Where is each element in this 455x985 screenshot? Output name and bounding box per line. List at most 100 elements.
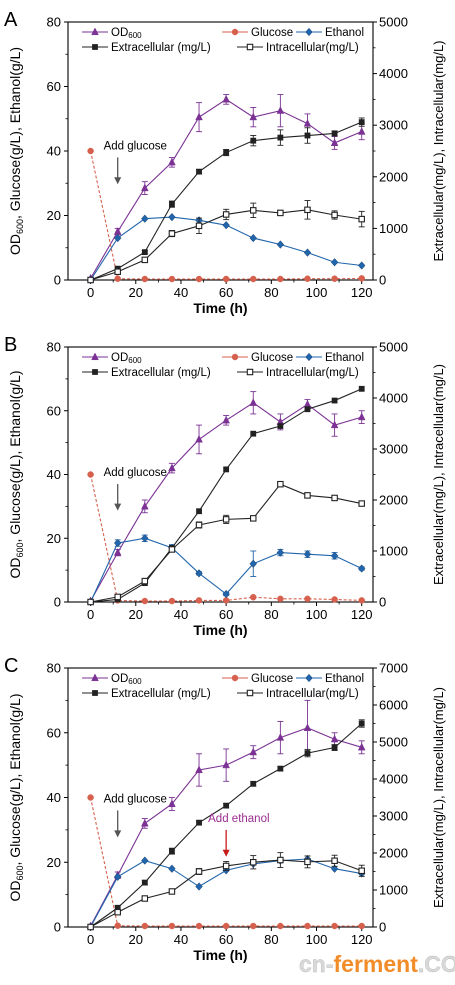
data-point <box>304 750 311 756</box>
data-point <box>141 895 149 902</box>
data-point <box>169 201 175 208</box>
x-tick-label: 100 <box>306 285 328 300</box>
data-point <box>330 551 339 560</box>
data-point <box>249 112 258 121</box>
data-point <box>223 466 230 473</box>
annotation-arrowhead <box>114 177 122 185</box>
data-point <box>195 597 203 604</box>
watermark: cn-ferment.COM <box>299 951 455 977</box>
y-right-tick-label: 3000 <box>379 442 408 457</box>
y-left-tick-label: 40 <box>47 790 61 805</box>
data-point <box>276 733 285 741</box>
series-line <box>90 474 362 602</box>
y-right-tick-label: 5000 <box>379 340 408 355</box>
legend-marker <box>92 44 98 50</box>
x-tick-label: 60 <box>219 932 233 947</box>
legend-marker <box>305 27 313 37</box>
legend-entry-ethanol: Ethanol <box>296 27 364 39</box>
legend-marker <box>305 352 313 362</box>
data-point <box>249 233 257 243</box>
data-point <box>168 230 176 237</box>
data-point <box>168 799 176 808</box>
data-point <box>114 922 121 929</box>
data-point <box>168 864 176 873</box>
data-point <box>358 597 365 604</box>
annotation-arrowhead <box>114 503 122 511</box>
data-point <box>141 501 149 510</box>
y-left-tick-label: 0 <box>54 920 61 935</box>
data-point <box>303 119 312 127</box>
data-point <box>277 856 284 864</box>
series-intracellular <box>87 200 365 284</box>
data-point <box>195 275 203 283</box>
x-tick-label: 40 <box>174 285 188 300</box>
data-point <box>250 922 257 930</box>
annotation-label: Add ethanol <box>208 813 269 825</box>
legend-label: Extracellular (mg/L) <box>111 367 211 379</box>
data-point <box>330 258 339 267</box>
data-point <box>277 423 284 429</box>
data-point <box>87 471 94 478</box>
legend-entry-intracellular: Intracellular(mg/L) <box>237 367 359 379</box>
data-point <box>304 406 311 413</box>
x-tick-label: 60 <box>219 607 233 622</box>
data-point <box>276 548 285 557</box>
data-point <box>223 802 230 809</box>
data-point <box>277 275 284 283</box>
legend-label: Extracellular (mg/L) <box>111 688 211 700</box>
legend-label: Ethanol <box>325 673 364 685</box>
y-right-tick-label: 4000 <box>379 772 408 787</box>
panel-label: B <box>4 334 17 356</box>
data-point <box>113 548 122 556</box>
legend-label: OD600 <box>111 673 142 686</box>
legend-marker <box>231 674 239 682</box>
data-point <box>222 211 230 218</box>
legend-marker <box>91 352 99 361</box>
annotation-add-ethanol: Add ethanol <box>208 813 270 857</box>
x-axis-label: Time (h) <box>193 947 247 963</box>
data-point <box>358 867 365 875</box>
data-point <box>331 922 338 930</box>
annotation-label: Add glucose <box>104 793 167 805</box>
series-od600 <box>86 391 366 605</box>
legend-label: OD600 <box>111 27 142 40</box>
x-tick-label: 80 <box>264 932 278 947</box>
x-tick-label: 20 <box>129 607 143 622</box>
data-point <box>357 261 366 270</box>
y-left-tick-label: 60 <box>47 79 61 94</box>
data-point <box>141 856 149 865</box>
data-point <box>87 794 94 801</box>
y-left-tick-label: 80 <box>47 340 61 355</box>
data-point <box>277 595 284 603</box>
series-line <box>90 483 362 603</box>
y-right-tick-label: 1000 <box>379 221 408 236</box>
legend-marker <box>246 689 254 697</box>
x-tick-label: 0 <box>87 607 94 622</box>
data-point <box>222 415 230 424</box>
legend-entry-extracellular: Extracellular (mg/L) <box>82 42 211 54</box>
data-point <box>141 922 149 930</box>
data-point <box>250 858 257 866</box>
series-glucose <box>87 794 365 930</box>
data-point <box>330 420 339 429</box>
x-tick-label: 20 <box>129 285 143 300</box>
data-point <box>249 747 258 756</box>
y-right-axis-label: Extracellular(mg/L), Intracellular(mg/L) <box>431 40 446 261</box>
series-glucose <box>87 471 365 605</box>
data-point <box>250 593 257 601</box>
watermark-cn: cn- <box>299 951 334 977</box>
data-point <box>195 765 203 774</box>
data-point <box>195 569 203 578</box>
data-point <box>277 134 284 141</box>
watermark-com: .COM <box>418 951 455 977</box>
x-tick-label: 80 <box>264 607 278 622</box>
data-point <box>196 168 202 175</box>
data-point <box>277 480 284 488</box>
data-point <box>249 559 257 568</box>
x-tick-label: 80 <box>264 285 278 300</box>
data-point <box>357 412 366 421</box>
legend-entry-extracellular: Extracellular (mg/L) <box>82 367 211 379</box>
data-point <box>250 780 257 787</box>
